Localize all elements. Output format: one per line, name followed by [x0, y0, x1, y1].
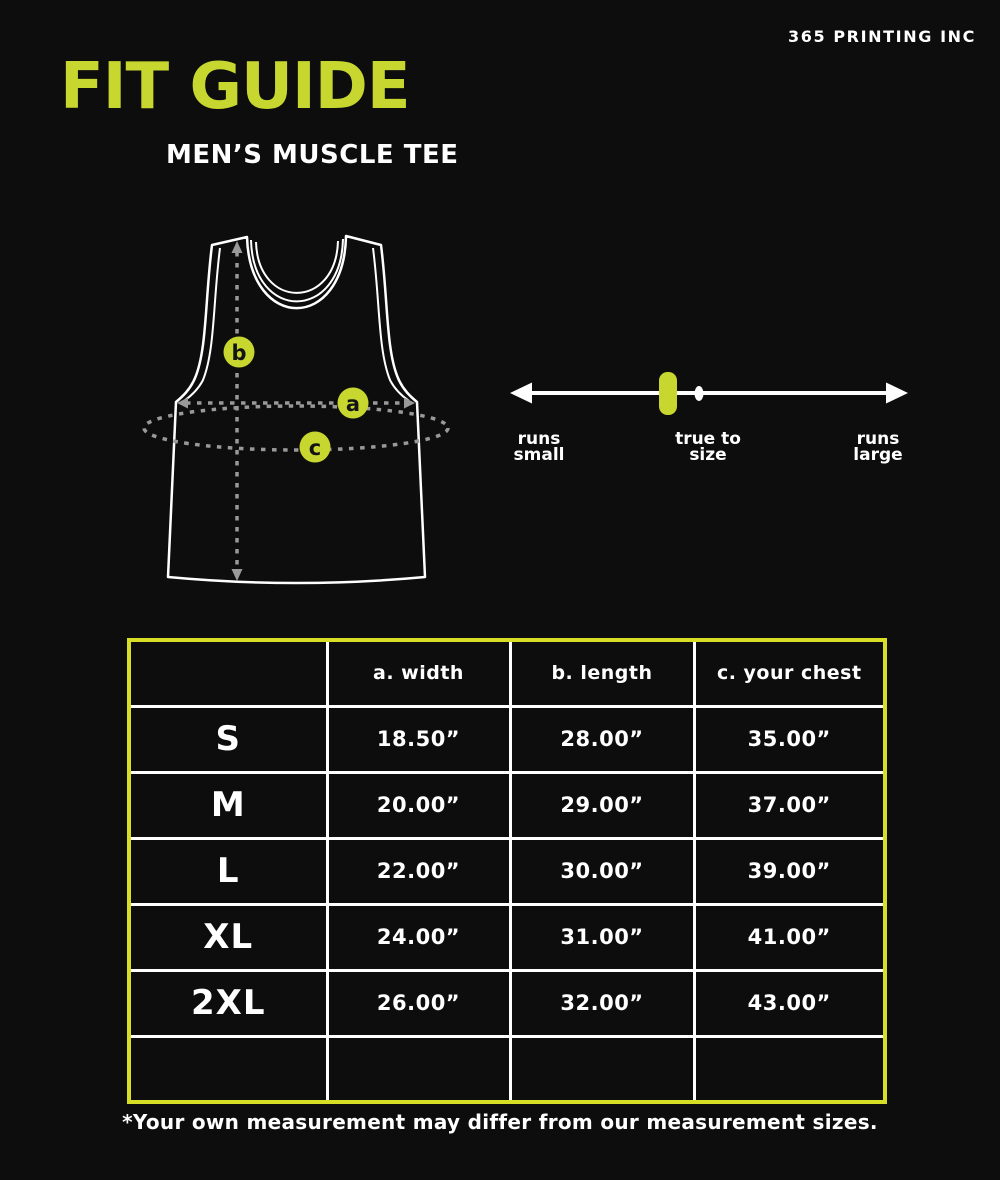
length-cell: 28.00” [508, 704, 696, 774]
chest-measure-ellipse [142, 404, 450, 452]
length-cell: 30.00” [508, 836, 696, 906]
scale-arrow-right-icon [886, 382, 908, 404]
size-table: a. width b. length c. your chest S 18.50… [127, 638, 887, 1104]
table-row: L 22.00” 30.00” 39.00” [127, 836, 887, 906]
marker-a-circle [337, 387, 369, 419]
marker-b-circle [223, 336, 255, 368]
width-arrow-left-icon [177, 397, 188, 409]
header-width: a. width [325, 638, 512, 708]
marker-c-circle [299, 431, 331, 463]
table-header-row: a. width b. length c. your chest [127, 638, 887, 708]
table-row: S 18.50” 28.00” 35.00” [127, 704, 887, 774]
size-cell: L [127, 836, 329, 906]
width-arrow-right-icon [404, 397, 415, 409]
table-row: 2XL 26.00” 32.00” 43.00” [127, 968, 887, 1038]
brand-text: 365 PRINTING INC [787, 27, 976, 46]
length-arrow-up-icon [231, 241, 243, 253]
width-cell: 18.50” [325, 704, 512, 774]
scale-dot [694, 386, 704, 401]
marker-b-label: b [231, 341, 246, 365]
size-cell: 2XL [127, 968, 329, 1038]
scale-indicator [659, 372, 677, 415]
length-cell: 32.00” [508, 968, 696, 1038]
size-cell: XL [127, 902, 329, 972]
marker-c-label: c [309, 436, 321, 460]
marker-a-label: a [346, 392, 360, 416]
width-cell: 20.00” [325, 770, 512, 840]
header-chest: c. your chest [692, 638, 887, 708]
collar-inner-line [255, 240, 339, 294]
length-arrow-down-icon [231, 569, 243, 581]
chest-cell: 35.00” [692, 704, 887, 774]
size-cell [127, 1034, 329, 1104]
label-runs-small: runs small [513, 429, 565, 465]
table-row: M 20.00” 29.00” 37.00” [127, 770, 887, 840]
length-cell: 29.00” [508, 770, 696, 840]
width-cell: 26.00” [325, 968, 512, 1038]
header-length: b. length [508, 638, 696, 708]
muscle-tee-diagram: b a c [142, 234, 450, 585]
marker-a: a [337, 387, 369, 419]
width-cell [325, 1034, 512, 1104]
left-armhole-seam [183, 247, 221, 402]
label-true-to-size: true to size [675, 429, 741, 465]
label-runs-large: runs large [853, 429, 903, 465]
length-cell: 31.00” [508, 902, 696, 972]
fit-scale [510, 372, 908, 415]
size-cell: S [127, 704, 329, 774]
chest-cell: 41.00” [692, 902, 887, 972]
chest-cell: 39.00” [692, 836, 887, 906]
shirt-outline [166, 234, 427, 585]
table-row-empty [127, 1034, 887, 1104]
table-row: XL 24.00” 31.00” 41.00” [127, 902, 887, 972]
chest-cell: 37.00” [692, 770, 887, 840]
page-title: FIT GUIDE [60, 50, 411, 124]
marker-b: b [223, 336, 255, 368]
chest-cell: 43.00” [692, 968, 887, 1038]
header-size [127, 638, 329, 708]
page-subtitle: MEN’S MUSCLE TEE [166, 140, 459, 170]
footnote: *Your own measurement may differ from ou… [122, 1110, 878, 1134]
width-cell: 24.00” [325, 902, 512, 972]
size-cell: M [127, 770, 329, 840]
scale-arrow-left-icon [510, 382, 532, 404]
length-cell [508, 1034, 696, 1104]
collar-band-line [250, 238, 344, 303]
marker-c: c [299, 431, 331, 463]
width-cell: 22.00” [325, 836, 512, 906]
right-armhole-seam [372, 247, 410, 402]
chest-cell [692, 1034, 887, 1104]
